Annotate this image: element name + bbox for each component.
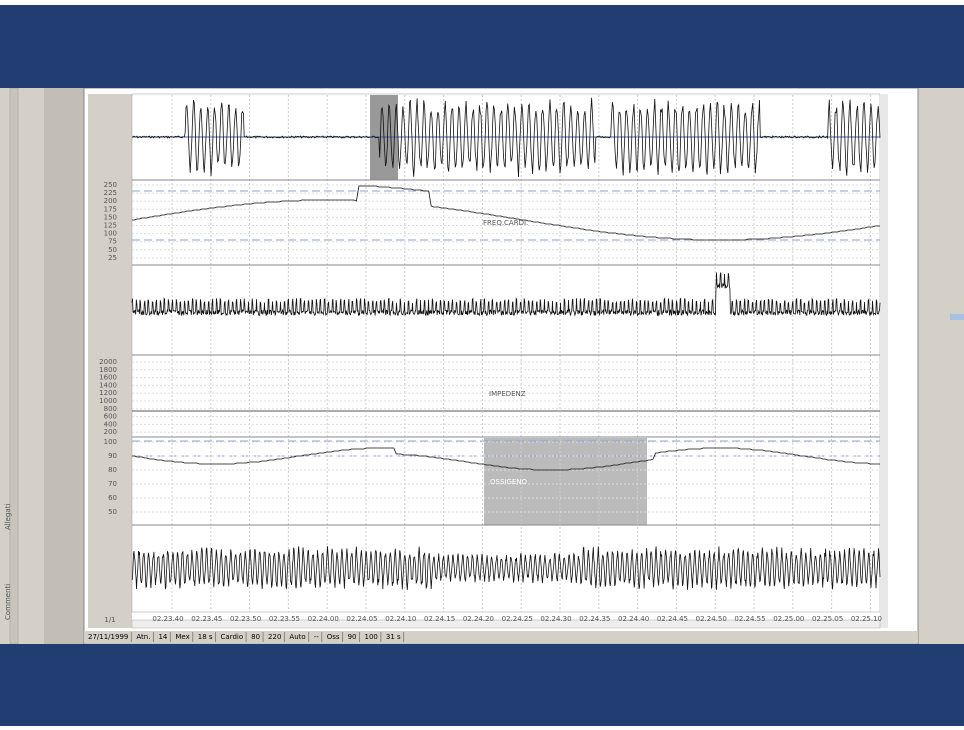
status-field: 14 bbox=[158, 633, 167, 641]
y-tick-label: 70 bbox=[108, 480, 117, 488]
top-banner bbox=[0, 5, 964, 88]
x-tick-label: 02.24.00 bbox=[308, 615, 339, 623]
x-tick-label: 02.24.20 bbox=[463, 615, 494, 623]
y-tick-label: 50 bbox=[108, 246, 117, 254]
status-field: 100 bbox=[364, 633, 377, 641]
side-tab[interactable]: Commenti bbox=[4, 584, 12, 620]
status-field: Oss bbox=[327, 633, 340, 641]
waveform bbox=[131, 272, 881, 317]
y-tick-label: 400 bbox=[104, 420, 117, 428]
y-tick-label: 150 bbox=[104, 213, 117, 221]
x-tick-label: 02.23.45 bbox=[191, 615, 222, 623]
x-tick-label: 02.25.05 bbox=[812, 615, 843, 623]
right-pane bbox=[918, 88, 964, 644]
bottom-banner bbox=[0, 644, 964, 726]
x-tick-label: 02.24.45 bbox=[657, 615, 688, 623]
y-tick-label: 175 bbox=[104, 205, 117, 213]
x-tick-label: 02.24.10 bbox=[385, 615, 416, 623]
right-handle bbox=[950, 314, 964, 320]
x-tick-label: 02.23.55 bbox=[269, 615, 300, 623]
side-tab[interactable]: Allegati bbox=[4, 504, 12, 530]
status-field: 18 s bbox=[198, 633, 213, 641]
y-tick-label: 225 bbox=[104, 189, 117, 197]
page-indicator: 1/1 bbox=[104, 616, 115, 624]
y-tick-label: 1200 bbox=[99, 389, 117, 397]
status-field: Atn. bbox=[136, 633, 150, 641]
x-tick-label: 02.24.15 bbox=[424, 615, 455, 623]
x-tick-label: 02.24.30 bbox=[540, 615, 571, 623]
y-tick-label: 125 bbox=[104, 222, 117, 230]
waveform bbox=[132, 185, 880, 241]
y-tick-label: 80 bbox=[108, 466, 117, 474]
y-tick-label: 200 bbox=[104, 197, 117, 205]
panel-label: OSSIGENO bbox=[490, 478, 528, 486]
status-bar bbox=[84, 631, 918, 643]
x-tick-label: 02.24.25 bbox=[502, 615, 533, 623]
x-tick-label: 02.24.50 bbox=[696, 615, 727, 623]
status-field: Cardio bbox=[221, 633, 244, 641]
y-tick-label: 1000 bbox=[99, 397, 117, 405]
panel-label: IMPEDENZ bbox=[489, 390, 526, 398]
status-field: Mex bbox=[175, 633, 189, 641]
status-field: 31 s bbox=[386, 633, 401, 641]
waveform bbox=[132, 447, 880, 471]
y-tick-label: 50 bbox=[108, 508, 117, 516]
y-tick-label: 250 bbox=[104, 181, 117, 189]
selection bbox=[484, 438, 647, 525]
y-tick-label: 75 bbox=[108, 238, 117, 246]
left-splitter bbox=[9, 87, 19, 645]
y-tick-label: 100 bbox=[104, 230, 117, 238]
y-tick-label: 100 bbox=[104, 438, 117, 446]
horizontal-scroll bbox=[131, 619, 881, 629]
panel-label: FREQ.CARDI. bbox=[483, 219, 528, 227]
x-tick-label: 02.23.50 bbox=[230, 615, 261, 623]
y-tick-label: 1400 bbox=[99, 381, 117, 389]
y-tick-label: 90 bbox=[108, 452, 117, 460]
y-tick-label: 800 bbox=[104, 405, 117, 413]
x-tick-label: 02.24.55 bbox=[734, 615, 765, 623]
y-tick-label: 1800 bbox=[99, 366, 117, 374]
status-field: Auto bbox=[289, 633, 305, 641]
status-field: 80 bbox=[251, 633, 260, 641]
waveform bbox=[131, 546, 881, 590]
y-tick-label: 600 bbox=[104, 413, 117, 421]
axis-strip bbox=[88, 94, 132, 628]
x-tick-label: 02.24.35 bbox=[579, 615, 610, 623]
plot-area bbox=[131, 93, 881, 613]
y-tick-label: 2000 bbox=[99, 358, 117, 366]
status-field: 220 bbox=[268, 633, 281, 641]
y-tick-label: 60 bbox=[108, 494, 117, 502]
x-tick-label: 02.24.40 bbox=[618, 615, 649, 623]
x-tick-label: 02.25.00 bbox=[773, 615, 804, 623]
waveform bbox=[131, 97, 881, 177]
status-field: 27/11/1999 bbox=[88, 633, 128, 641]
x-tick-label: 02.23.40 bbox=[152, 615, 183, 623]
status-field: 90 bbox=[348, 633, 357, 641]
y-tick-label: 1600 bbox=[99, 374, 117, 382]
x-tick-label: 02.25.10 bbox=[851, 615, 882, 623]
vertical-scroll bbox=[880, 94, 888, 628]
status-field: -- bbox=[314, 633, 320, 641]
y-tick-label: 200 bbox=[104, 428, 117, 436]
y-tick-label: 25 bbox=[108, 254, 117, 262]
x-tick-label: 02.24.05 bbox=[346, 615, 377, 623]
left-gutter bbox=[44, 88, 84, 644]
